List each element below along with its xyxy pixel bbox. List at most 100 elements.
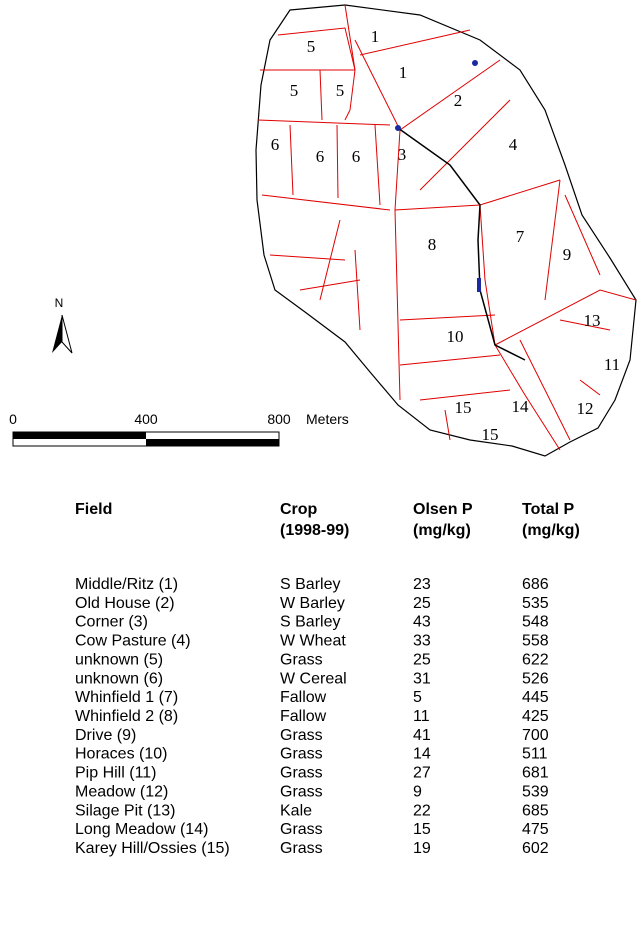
table-cell: 475 <box>522 821 549 838</box>
table-cell: 19 <box>413 840 431 857</box>
table-cell: Whinfield 2 (8) <box>75 708 178 725</box>
column-header: Field <box>75 501 112 518</box>
table-cell: Grass <box>280 765 323 782</box>
column-header: Total P <box>522 501 574 518</box>
stream <box>397 127 526 361</box>
scale-bar <box>13 432 146 439</box>
table-cell: unknown (5) <box>75 651 163 668</box>
table-cell: 11 <box>413 708 430 725</box>
table-cell: 31 <box>413 670 431 687</box>
table-cell: 548 <box>522 614 549 631</box>
field-label: 9 <box>563 245 572 264</box>
table-cell: 33 <box>413 633 431 650</box>
table-cell: Fallow <box>280 689 327 706</box>
field-label: 5 <box>336 81 345 100</box>
table-cell: Grass <box>280 783 323 800</box>
scale-label: 400 <box>134 411 158 427</box>
field-label: 6 <box>352 147 361 166</box>
table-cell: Kale <box>280 802 312 819</box>
table-cell: W Wheat <box>280 633 346 650</box>
table-cell: 558 <box>522 633 549 650</box>
column-header: Crop <box>280 501 318 518</box>
table-cell: 25 <box>413 651 431 668</box>
table-cell: 22 <box>413 802 431 819</box>
scale-bar <box>146 439 279 446</box>
table-cell: 535 <box>522 595 549 612</box>
table-cell: Middle/Ritz (1) <box>75 576 178 593</box>
table-cell: 9 <box>413 783 422 800</box>
pond <box>472 60 478 66</box>
table-cell: Grass <box>280 651 323 668</box>
table-cell: Grass <box>280 821 323 838</box>
table-cell: S Barley <box>280 576 340 593</box>
scale-unit: Meters <box>306 411 349 427</box>
table-cell: 41 <box>413 727 431 744</box>
table-cell: Whinfield 1 (7) <box>75 689 178 706</box>
table-cell: unknown (6) <box>75 670 163 687</box>
column-header: (mg/kg) <box>522 522 580 539</box>
table-cell: Silage Pit (13) <box>75 802 176 819</box>
table-cell: 14 <box>413 746 431 763</box>
table-cell: 700 <box>522 727 549 744</box>
table-cell: 539 <box>522 783 549 800</box>
table-cell: Pip Hill (11) <box>75 765 157 782</box>
field-label: 5 <box>307 37 316 56</box>
table-cell: Meadow (12) <box>75 783 168 800</box>
field-label: 2 <box>454 91 463 110</box>
field-label: 1 <box>371 27 380 46</box>
field-label: 3 <box>398 145 407 164</box>
field-label: 5 <box>290 81 299 100</box>
table-cell: Grass <box>280 727 323 744</box>
pond <box>395 125 401 131</box>
table-cell: 622 <box>522 651 549 668</box>
table-cell: 15 <box>413 821 431 838</box>
field-label: 15 <box>455 398 472 417</box>
table-cell: Fallow <box>280 708 327 725</box>
field-label: 6 <box>271 135 280 154</box>
table-cell: 526 <box>522 670 549 687</box>
table-cell: Karey Hill/Ossies (15) <box>75 840 230 857</box>
field-label: 6 <box>316 147 325 166</box>
field-label: 10 <box>447 327 464 346</box>
table-cell: 5 <box>413 689 422 706</box>
table-cell: 43 <box>413 614 431 631</box>
pond <box>477 278 481 292</box>
field-boundaries <box>257 4 637 451</box>
column-header: Olsen P <box>413 501 473 518</box>
table-cell: 511 <box>522 746 548 763</box>
table-cell: Cow Pasture (4) <box>75 633 191 650</box>
table-cell: 23 <box>413 576 431 593</box>
table-cell: W Barley <box>280 595 345 612</box>
table-cell: Drive (9) <box>75 727 136 744</box>
table-cell: 681 <box>522 765 549 782</box>
field-label: 11 <box>604 355 620 374</box>
field-label: 14 <box>512 397 530 416</box>
field-label: 1 <box>399 63 408 82</box>
table-cell: 425 <box>522 708 549 725</box>
table-cell: 25 <box>413 595 431 612</box>
field-label: 7 <box>516 227 525 246</box>
field-label: 12 <box>577 399 594 418</box>
table-cell: 685 <box>522 802 549 819</box>
table-cell: Long Meadow (14) <box>75 821 208 838</box>
table: Field Crop (1998-99) Olsen P (mg/kg) Total P (… <box>75 501 580 857</box>
column-header: (1998-99) <box>280 522 349 539</box>
table-cell: Corner (3) <box>75 614 148 631</box>
field-label: 4 <box>509 135 518 154</box>
field-label: 13 <box>584 311 601 330</box>
north-arrow <box>61 314 73 354</box>
scale-label: 0 <box>9 411 17 427</box>
field-label: 15 <box>482 425 499 444</box>
table-cell: 445 <box>522 689 549 706</box>
north-arrow <box>52 315 62 353</box>
farm-outline <box>255 4 637 457</box>
table-cell: 602 <box>522 840 549 857</box>
north-label: N <box>55 296 64 310</box>
table-cell: Grass <box>280 746 323 763</box>
table-cell: Old House (2) <box>75 595 175 612</box>
table-cell: Horaces (10) <box>75 746 167 763</box>
scale-label: 800 <box>267 411 291 427</box>
table-cell: Grass <box>280 840 323 857</box>
